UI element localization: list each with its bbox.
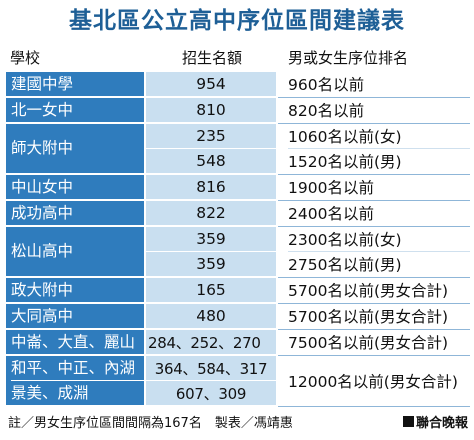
- quota-cell: 359 359: [146, 227, 278, 278]
- school-cell: 師大附中: [6, 124, 146, 175]
- footer-note: 註／男女生序位區間間隔為167名 製表／馮靖惠: [8, 416, 293, 431]
- quota-cell: 816: [146, 175, 278, 201]
- rank-cell: 2400名以前: [278, 201, 470, 227]
- quota-value: 548: [146, 148, 276, 173]
- header-quota: 招生名額: [181, 49, 242, 67]
- school-cell: 成功高中: [6, 201, 146, 227]
- rank-value: 2300名以前(女): [288, 231, 402, 249]
- table-row: 松山高中 359 359 2300名以前(女) 2750名以前(男): [6, 227, 470, 278]
- table-row: 師大附中 235 548 1060名以前(女) 1520名以前(男): [6, 124, 470, 175]
- rank-value: 2750名以前(男): [288, 251, 470, 276]
- rank-value: 1520名以前(男): [288, 148, 470, 173]
- school-name: 松山高中: [11, 242, 74, 260]
- quota-value: 810: [196, 101, 226, 119]
- rank-cell: 1060名以前(女) 1520名以前(男): [278, 124, 470, 175]
- school-cell: 政大附中: [6, 278, 146, 304]
- rank-cell: 820名以前: [278, 98, 470, 124]
- rank-value: 1060名以前(女): [288, 128, 402, 146]
- header-rank: 男或女生序位排名: [288, 49, 409, 67]
- quota-value: 954: [196, 75, 226, 93]
- quota-value: 284、252、270: [148, 333, 261, 352]
- quota-value: 607、309: [146, 380, 276, 405]
- quota-value: 480: [196, 307, 226, 325]
- rank-value: 5700名以前(男女合計): [288, 282, 449, 300]
- table-row: 和平、中正、內湖 景美、成淵 364、584、317 607、309 12000…: [6, 356, 470, 407]
- quota-value: 235: [196, 127, 226, 145]
- ranking-table: 學校 招生名額 男或女生序位排名 建國中學 954 960名以前 北一女中 81…: [6, 45, 470, 407]
- rank-value: 1900名以前: [288, 179, 374, 197]
- table-row: 大同高中 480 5700名以前(男女合計): [6, 304, 470, 330]
- table-row: 中崙、大直、麗山 284、252、270 7500名以前(男女合計): [6, 330, 470, 356]
- school-name: 中山女中: [11, 177, 74, 196]
- school-name: 和平、中正、內湖: [11, 358, 136, 377]
- table-row: 中山女中 816 1900名以前: [6, 175, 470, 201]
- black-square-icon: [402, 416, 414, 427]
- quota-value: 359: [196, 230, 226, 248]
- school-cell: 北一女中: [6, 98, 146, 124]
- quota-value: 822: [196, 204, 226, 222]
- school-cell: 松山高中: [6, 227, 146, 278]
- table-row: 建國中學 954 960名以前: [6, 72, 470, 98]
- table-title: 基北區公立高中序位區間建議表: [69, 8, 405, 34]
- quota-cell: 480: [146, 304, 278, 330]
- school-name: 建國中學: [11, 74, 74, 93]
- school-cell: 中山女中: [6, 175, 146, 201]
- rank-value: 960名以前: [288, 76, 365, 94]
- school-name: 景美、成淵: [11, 380, 144, 405]
- school-name: 中崙、大直、麗山: [11, 332, 136, 351]
- table-header: 學校 招生名額 男或女生序位排名: [6, 45, 470, 70]
- school-name: 成功高中: [11, 203, 74, 222]
- footer: 註／男女生序位區間間隔為167名 製表／馮靖惠 聯合晚報: [8, 412, 468, 431]
- rank-cell: 5700名以前(男女合計): [278, 304, 470, 330]
- rank-cell: 7500名以前(男女合計): [278, 330, 470, 356]
- table-row: 北一女中 810 820名以前: [6, 98, 470, 124]
- publisher-name: 聯合晚報: [415, 416, 468, 431]
- quota-cell: 954: [146, 72, 278, 98]
- school-name: 師大附中: [11, 139, 74, 157]
- rank-cell: 2300名以前(女) 2750名以前(男): [278, 227, 470, 278]
- school-name: 北一女中: [11, 100, 74, 119]
- publisher-brand: 聯合晚報: [402, 412, 468, 431]
- header-school: 學校: [10, 49, 41, 67]
- school-name: 大同高中: [11, 306, 74, 325]
- quota-cell: 810: [146, 98, 278, 124]
- rank-value: 2400名以前: [288, 205, 374, 223]
- rank-value: 820名以前: [288, 102, 365, 120]
- rank-cell: 12000名以前(男女合計): [278, 356, 470, 407]
- rank-value: 5700名以前(男女合計): [288, 308, 449, 326]
- quota-value: 364、584、317: [154, 359, 268, 378]
- rank-cell: 5700名以前(男女合計): [278, 278, 470, 304]
- quota-cell: 165: [146, 278, 278, 304]
- quota-cell: 364、584、317 607、309: [146, 356, 278, 407]
- rank-value: 7500名以前(男女合計): [288, 334, 449, 352]
- table-row: 政大附中 165 5700名以前(男女合計): [6, 278, 470, 304]
- rank-value: 12000名以前(男女合計): [288, 373, 458, 391]
- quota-cell: 822: [146, 201, 278, 227]
- school-cell: 建國中學: [6, 72, 146, 98]
- quota-cell: 284、252、270: [146, 330, 278, 356]
- quota-value: 816: [196, 178, 226, 196]
- rank-cell: 1900名以前: [278, 175, 470, 201]
- school-cell: 和平、中正、內湖 景美、成淵: [6, 356, 146, 407]
- school-cell: 中崙、大直、麗山: [6, 330, 146, 356]
- school-name: 政大附中: [11, 280, 74, 299]
- rank-cell: 960名以前: [278, 72, 470, 98]
- table-row: 成功高中 822 2400名以前: [6, 201, 470, 227]
- quota-value: 359: [146, 251, 276, 276]
- quota-cell: 235 548: [146, 124, 278, 175]
- quota-value: 165: [196, 281, 226, 299]
- school-cell: 大同高中: [6, 304, 146, 330]
